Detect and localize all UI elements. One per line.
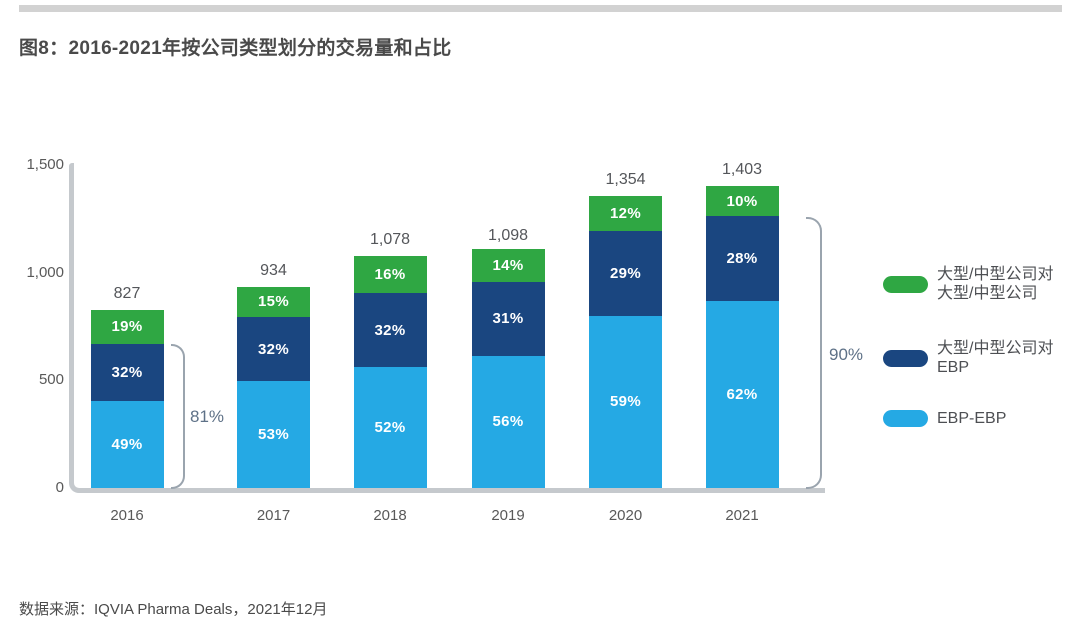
y-axis-tick-1000: 1,000 xyxy=(26,263,64,281)
segment-percent-label: 32% xyxy=(258,340,289,358)
segment-percent-label: 56% xyxy=(492,413,524,431)
bar-segment-large-mid-to-ebp-2016: 32% xyxy=(90,343,164,401)
segment-percent-label: 14% xyxy=(492,257,524,275)
legend-label-large-mid-to-large-mid: 大型/中型公司对 大型/中型公司 xyxy=(937,266,1054,302)
bar-segment-large-mid-to-large-mid-2020: 12% xyxy=(589,196,662,232)
legend-swatch-large-mid-to-ebp xyxy=(883,349,928,367)
segment-percent-label: 29% xyxy=(610,265,641,283)
legend-label-ebp-ebp: EBP-EBP xyxy=(937,410,1007,427)
segment-percent-label: 32% xyxy=(374,321,406,339)
bracket-2016-label: 81% xyxy=(190,407,225,426)
bracket-2016 xyxy=(171,344,185,489)
bar-segment-large-mid-to-large-mid-2017: 15% xyxy=(237,286,310,318)
segment-percent-label: 12% xyxy=(610,205,641,223)
bar-total-label-2018: 1,078 xyxy=(369,230,411,248)
bar-segment-large-mid-to-large-mid-2019: 14% xyxy=(471,249,545,283)
segment-percent-label: 19% xyxy=(111,318,143,336)
legend-swatch-large-mid-to-large-mid xyxy=(883,275,928,293)
bar-segment-ebp-ebp-2016: 49% xyxy=(90,400,164,488)
segment-percent-label: 59% xyxy=(610,393,641,411)
top-divider xyxy=(19,5,1062,12)
figure-title: 图8：2016-2021年按公司类型划分的交易量和占比 xyxy=(19,38,452,59)
bar-total-label-2021: 1,403 xyxy=(721,160,763,178)
segment-percent-label: 15% xyxy=(258,293,289,311)
bar-segment-ebp-ebp-2021: 62% xyxy=(705,300,779,488)
bar-total-label-2019: 1,098 xyxy=(487,226,529,244)
bar-segment-large-mid-to-ebp-2019: 31% xyxy=(471,282,545,356)
bracket-2021-label: 90% xyxy=(829,345,864,364)
chart-axes xyxy=(69,163,825,493)
segment-percent-label: 16% xyxy=(374,265,406,283)
x-axis-label-2017: 2017 xyxy=(256,507,291,524)
legend-item-ebp-ebp: EBP-EBP xyxy=(883,409,1006,428)
segment-percent-label: 32% xyxy=(111,363,143,381)
x-axis-label-2018: 2018 xyxy=(373,507,407,524)
bar-segment-large-mid-to-ebp-2020: 29% xyxy=(589,231,662,316)
bar-total-label-2017: 934 xyxy=(260,261,287,279)
segment-percent-label: 49% xyxy=(111,435,143,453)
bar-segment-large-mid-to-ebp-2018: 32% xyxy=(353,293,427,368)
segment-percent-label: 31% xyxy=(492,310,524,328)
segment-percent-label: 62% xyxy=(726,385,758,403)
bar-segment-large-mid-to-large-mid-2018: 16% xyxy=(353,255,427,294)
bar-segment-ebp-ebp-2020: 59% xyxy=(589,316,662,488)
x-axis-label-2020: 2020 xyxy=(608,507,643,524)
x-axis-label-2021: 2021 xyxy=(725,507,759,524)
x-axis-label-2019: 2019 xyxy=(491,507,525,524)
legend-item-large-mid-to-ebp: 大型/中型公司对 EBP xyxy=(883,339,1053,377)
data-source: 数据来源：IQVIA Pharma Deals，2021年12月 xyxy=(19,601,328,618)
y-axis-tick-500: 500 xyxy=(38,371,64,389)
bar-segment-large-mid-to-large-mid-2021: 10% xyxy=(705,185,779,217)
segment-percent-label: 28% xyxy=(726,249,758,267)
segment-percent-label: 53% xyxy=(258,426,289,444)
y-axis-tick-0: 0 xyxy=(55,479,64,496)
bar-total-label-2016: 827 xyxy=(113,284,141,302)
bar-segment-ebp-ebp-2018: 52% xyxy=(353,367,427,488)
segment-percent-label: 10% xyxy=(726,192,758,210)
legend-item-large-mid-to-large-mid: 大型/中型公司对 大型/中型公司 xyxy=(883,265,1053,303)
bar-segment-large-mid-to-ebp-2021: 28% xyxy=(705,216,779,301)
bar-total-label-2020: 1,354 xyxy=(605,171,646,189)
legend-swatch-ebp-ebp xyxy=(883,410,928,427)
legend-label-large-mid-to-ebp: 大型/中型公司对 EBP xyxy=(937,340,1054,376)
segment-percent-label: 52% xyxy=(374,419,406,437)
bar-segment-large-mid-to-ebp-2017: 32% xyxy=(237,317,310,382)
bar-segment-ebp-ebp-2019: 56% xyxy=(471,355,545,488)
bar-segment-ebp-ebp-2017: 53% xyxy=(237,381,310,488)
bracket-2021 xyxy=(806,217,822,489)
x-axis-label-2016: 2016 xyxy=(110,507,144,524)
y-axis-tick-1500: 1,500 xyxy=(26,156,64,174)
bar-segment-large-mid-to-large-mid-2016: 19% xyxy=(90,309,164,344)
